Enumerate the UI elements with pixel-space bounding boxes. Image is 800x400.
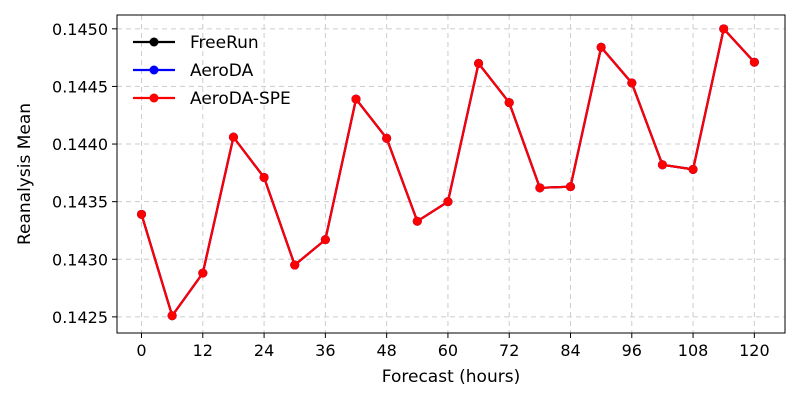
x-tick-label: 24 — [254, 341, 274, 360]
series-layer — [137, 24, 759, 321]
y-tick-label: 0.1445 — [52, 77, 108, 96]
x-tick-label: 36 — [315, 341, 335, 360]
data-point — [504, 98, 514, 108]
y-tick-label: 0.1450 — [52, 20, 108, 39]
x-tick-label: 120 — [739, 341, 770, 360]
data-point — [382, 133, 392, 143]
data-point — [443, 197, 453, 207]
x-tick-label: 72 — [499, 341, 519, 360]
x-tick-label: 84 — [560, 341, 580, 360]
legend-label: AeroDA-SPE — [190, 89, 291, 109]
data-point — [474, 58, 484, 68]
y-tick-label: 0.1435 — [52, 193, 108, 212]
data-point — [290, 260, 300, 270]
data-point — [259, 172, 269, 182]
legend-marker — [149, 93, 159, 103]
data-point — [596, 42, 606, 52]
data-point — [749, 57, 759, 67]
legend-marker — [149, 37, 159, 47]
x-tick-label: 108 — [678, 341, 709, 360]
data-point — [719, 24, 729, 34]
legend: FreeRun AeroDA AeroDA-SPE — [133, 33, 291, 109]
data-point — [412, 216, 422, 226]
data-point — [351, 94, 361, 104]
data-point — [657, 160, 667, 170]
x-tick-label: 48 — [376, 341, 396, 360]
data-point — [688, 164, 698, 174]
data-point — [167, 311, 177, 321]
series-aeroda-spe — [137, 24, 759, 321]
legend-label: AeroDA — [190, 61, 254, 81]
y-tick-label: 0.1440 — [52, 135, 108, 154]
y-tick-label: 0.1425 — [52, 308, 108, 327]
legend-item-freerun: FreeRun — [133, 33, 259, 53]
x-axis-label: Forecast (hours) — [382, 367, 520, 387]
x-tick-label: 0 — [136, 341, 146, 360]
data-point — [228, 132, 238, 142]
data-point — [627, 78, 637, 88]
y-axis-label: Reanalysis Mean — [15, 103, 35, 245]
plot-frame — [116, 14, 786, 334]
y-axis: 0.1425 0.1430 0.1435 0.1440 0.1445 0.1450 — [52, 20, 117, 327]
legend-item-aeroda-spe: AeroDA-SPE — [133, 89, 291, 109]
data-point — [320, 235, 330, 245]
y-tick-label: 0.1430 — [52, 250, 108, 269]
legend-item-aeroda: AeroDA — [133, 61, 254, 81]
data-point — [535, 183, 545, 193]
x-tick-label: 12 — [193, 341, 213, 360]
x-axis: 0 12 24 36 48 60 72 84 96 108 120 — [136, 333, 770, 360]
legend-label: FreeRun — [190, 33, 259, 53]
legend-marker — [149, 65, 159, 75]
data-point — [198, 268, 208, 278]
data-point — [137, 209, 147, 219]
x-tick-label: 60 — [438, 341, 458, 360]
x-tick-label: 96 — [622, 341, 642, 360]
data-point — [566, 182, 576, 192]
